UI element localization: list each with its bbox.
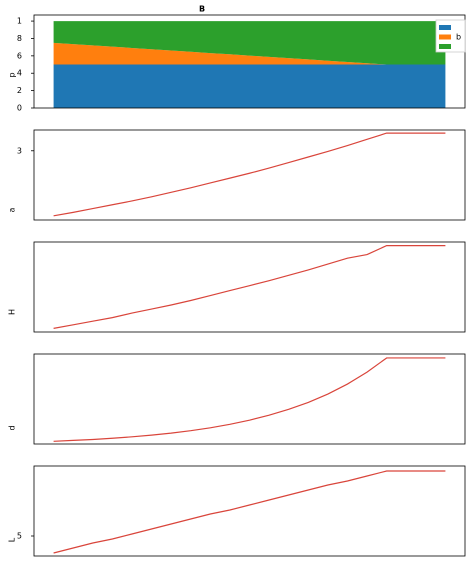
axes-frame bbox=[33, 465, 466, 557]
legend-swatch bbox=[439, 25, 451, 30]
line bbox=[53, 245, 446, 329]
legend-swatch bbox=[439, 34, 451, 40]
y-axis-label: L bbox=[8, 537, 17, 542]
line bbox=[53, 132, 446, 217]
y-tick-label: 4 bbox=[17, 69, 22, 78]
y-tick-label: 1 bbox=[17, 17, 22, 26]
axes-frame bbox=[33, 353, 466, 445]
line bbox=[53, 357, 446, 442]
axes-frame bbox=[33, 241, 466, 333]
axes-frame bbox=[33, 129, 466, 221]
legend-label: b bbox=[456, 33, 461, 42]
y-axis-label: p bbox=[8, 72, 17, 77]
area bbox=[53, 64, 446, 108]
area bbox=[53, 42, 446, 65]
axes-frame bbox=[33, 14, 466, 109]
y-axis-label: H bbox=[8, 309, 17, 315]
y-tick-label: 6 bbox=[17, 51, 22, 60]
area bbox=[53, 21, 446, 65]
y-axis-label: d bbox=[8, 425, 17, 430]
y-tick-label: 5 bbox=[17, 532, 22, 541]
y-tick-label: 3 bbox=[17, 146, 22, 155]
legend-swatch bbox=[439, 44, 451, 49]
y-tick-label: 2 bbox=[17, 86, 22, 95]
y-tick-label: 0 bbox=[17, 104, 22, 113]
y-axis-label: a bbox=[8, 207, 17, 212]
y-tick-label: 8 bbox=[17, 34, 22, 43]
line bbox=[53, 470, 446, 554]
chart-title: B bbox=[199, 5, 205, 14]
